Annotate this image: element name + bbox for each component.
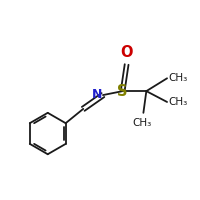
Text: CH₃: CH₃ bbox=[168, 97, 187, 107]
Text: CH₃: CH₃ bbox=[168, 73, 187, 83]
Text: N: N bbox=[92, 88, 102, 101]
Text: S: S bbox=[117, 84, 128, 99]
Text: O: O bbox=[120, 45, 133, 60]
Text: CH₃: CH₃ bbox=[133, 118, 152, 128]
